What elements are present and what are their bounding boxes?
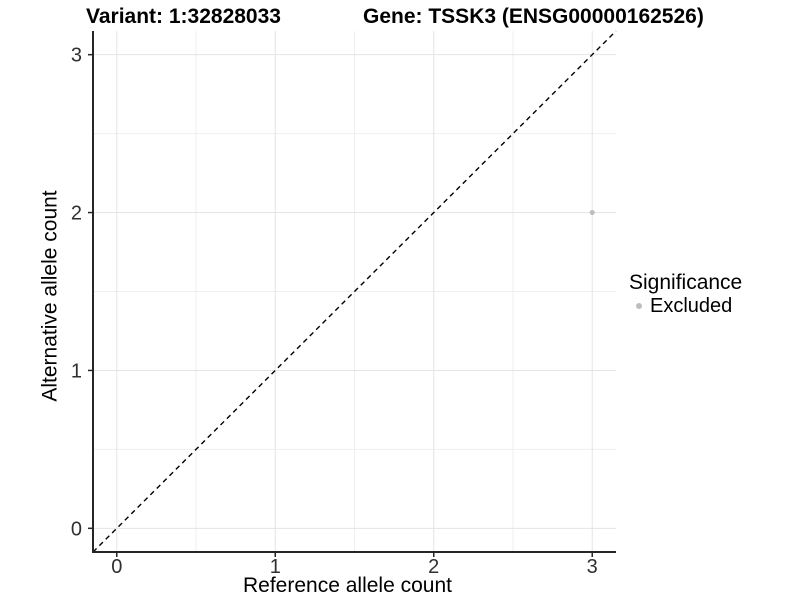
plot-title-gene: Gene: TSSK3 (ENSG00000162526) <box>363 5 704 28</box>
y-tick-label: 0 <box>71 518 82 540</box>
legend-entry-label: Excluded <box>650 295 733 317</box>
x-axis-title: Reference allele count <box>243 574 452 597</box>
legend-title: Significance <box>629 271 743 294</box>
y-tick-label: 3 <box>71 45 82 67</box>
legend: Significance Excluded <box>629 271 742 317</box>
plot-title-variant: Variant: 1:32828033 <box>86 5 281 28</box>
y-tick-label: 1 <box>71 360 82 382</box>
legend-point-icon <box>636 303 642 309</box>
identity-reference-line <box>92 30 617 553</box>
x-tick-label: 3 <box>587 556 598 578</box>
y-axis-title: Alternative allele count <box>38 190 62 402</box>
x-tick-label: 2 <box>428 556 439 578</box>
legend-entry-excluded: Excluded <box>629 295 742 317</box>
data-point <box>589 210 595 216</box>
y-tick-label: 2 <box>71 203 82 225</box>
x-tick-label: 0 <box>111 556 122 578</box>
x-tick-label: 1 <box>270 556 281 578</box>
